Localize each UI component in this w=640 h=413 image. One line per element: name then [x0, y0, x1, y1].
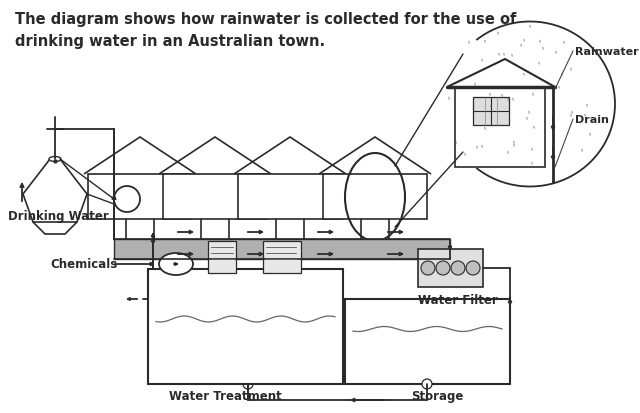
Bar [455, 88, 545, 168]
Bar [345, 299, 510, 384]
Circle shape [436, 261, 450, 275]
Text: The diagram shows how rainwater is collected for the use of
drinking water in an: The diagram shows how rainwater is colle… [15, 12, 516, 49]
Text: ': ' [497, 52, 500, 62]
Text: ': ' [488, 92, 492, 102]
Text: ': ' [518, 43, 523, 53]
Circle shape [451, 261, 465, 275]
Polygon shape [23, 159, 87, 223]
Text: ': ' [521, 71, 525, 81]
Text: ': ' [483, 38, 487, 49]
Text: ': ' [553, 50, 557, 59]
Text: ': ' [540, 46, 545, 56]
Text: ': ' [532, 124, 536, 134]
Bar [148, 269, 343, 384]
Bar [263, 242, 301, 273]
Text: ': ' [568, 113, 573, 123]
Text: Water Filter: Water Filter [418, 293, 498, 306]
Bar [114, 240, 450, 259]
Circle shape [114, 187, 140, 212]
Text: ': ' [483, 126, 487, 136]
Text: ': ' [537, 60, 541, 71]
Text: ': ' [495, 31, 499, 41]
Bar [88, 175, 192, 219]
Text: ': ' [510, 52, 514, 63]
Text: ': ' [524, 116, 529, 126]
Text: ': ' [447, 95, 451, 105]
Text: ': ' [480, 57, 484, 67]
Circle shape [466, 261, 480, 275]
Text: ': ' [584, 102, 589, 112]
Text: ': ' [588, 131, 591, 142]
Text: Drinking Water: Drinking Water [8, 209, 109, 223]
Bar [418, 249, 483, 287]
Text: ': ' [538, 39, 542, 49]
Text: ': ' [579, 147, 584, 158]
Text: Rainwater: Rainwater [575, 47, 639, 57]
Text: ': ' [511, 97, 515, 107]
Text: ': ' [559, 72, 564, 82]
Text: ': ' [463, 151, 467, 161]
Circle shape [243, 379, 253, 389]
Text: ': ' [506, 96, 509, 106]
Text: ': ' [528, 23, 532, 33]
Text: ': ' [511, 143, 516, 153]
Text: ': ' [583, 112, 587, 122]
Text: ': ' [561, 39, 566, 50]
Text: ': ' [489, 103, 493, 114]
Text: ': ' [472, 81, 477, 91]
Bar [163, 175, 267, 219]
Text: Water Treatment: Water Treatment [168, 389, 282, 402]
Circle shape [421, 261, 435, 275]
Ellipse shape [49, 157, 61, 162]
Text: ': ' [530, 147, 534, 157]
Text: ': ' [501, 52, 506, 62]
Text: ': ' [467, 40, 470, 50]
Text: ': ' [529, 160, 534, 170]
Text: ': ' [583, 48, 587, 58]
Text: ': ' [531, 91, 534, 102]
Bar [208, 242, 236, 273]
Bar [323, 175, 427, 219]
Text: ': ' [474, 144, 479, 154]
Bar [238, 175, 342, 219]
Text: ': ' [568, 66, 572, 77]
Ellipse shape [159, 254, 193, 275]
Text: ': ' [505, 150, 509, 160]
Text: ': ' [570, 109, 574, 120]
Text: ': ' [512, 139, 516, 150]
Text: ': ' [521, 38, 525, 48]
Circle shape [422, 379, 432, 389]
Text: ': ' [453, 139, 458, 150]
Text: Storage: Storage [411, 389, 463, 402]
Text: Chemicals: Chemicals [50, 258, 117, 271]
Bar [473, 98, 509, 126]
Text: ': ' [479, 143, 484, 154]
Text: ': ' [499, 93, 504, 103]
Text: ': ' [556, 85, 561, 95]
Text: Drain: Drain [575, 115, 609, 125]
Text: ': ' [527, 109, 531, 119]
